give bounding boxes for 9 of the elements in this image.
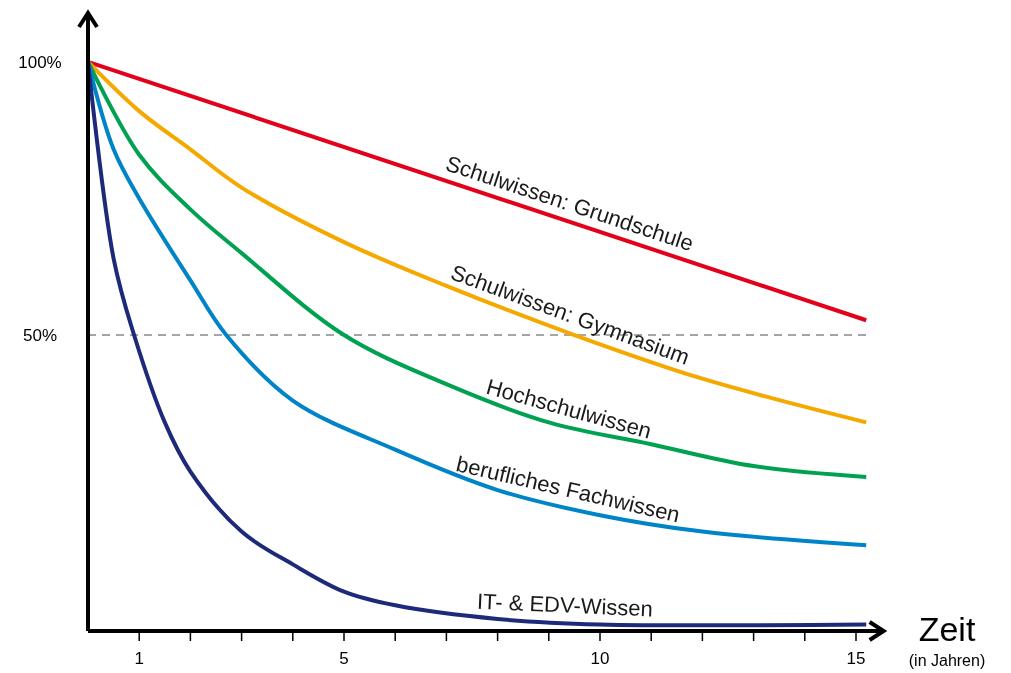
x-tick-label: 1 xyxy=(134,649,144,668)
y-tick-label: 100% xyxy=(18,52,62,72)
x-axis-title: Zeit xyxy=(918,610,976,648)
text: (in Jahren) xyxy=(908,652,986,669)
series-label: IT- & EDV-Wissen xyxy=(476,588,654,622)
x-tick-label: 10 xyxy=(590,649,610,668)
y-tick-label: 50% xyxy=(22,326,58,346)
x-tick-label: 15 xyxy=(846,649,866,668)
x-tick-label: 5 xyxy=(339,649,349,668)
